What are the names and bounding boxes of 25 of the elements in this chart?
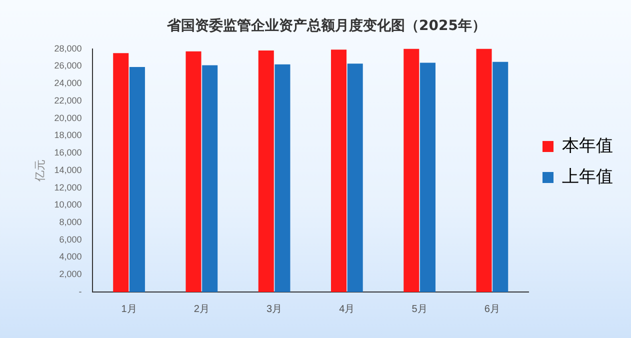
x-tick-label: 2月 <box>194 304 210 315</box>
x-tick-label: 4月 <box>339 304 355 315</box>
y-axis-title: 亿元 <box>34 159 47 182</box>
y-tick-label: 26,000 <box>54 60 82 71</box>
x-tick-label: 5月 <box>412 304 428 315</box>
y-tick-label: 14,000 <box>54 164 82 175</box>
legend-label: 本年值 <box>562 136 613 156</box>
y-tick-label: 20,000 <box>54 112 82 123</box>
x-tick-label: 3月 <box>266 304 282 315</box>
y-tick-label: 4,000 <box>59 252 82 262</box>
y-tick-label: 2,000 <box>59 269 82 280</box>
y-tick-label: - <box>78 286 82 296</box>
y-tick-label: 22,000 <box>54 95 82 106</box>
chart-title: 省国资委监管企业资产总额月度变化图（2025年） <box>166 17 486 34</box>
y-tick-label: 16,000 <box>54 148 82 158</box>
y-tick-label: 12,000 <box>54 182 82 192</box>
y-tick-label: 8,000 <box>59 217 82 227</box>
legend-label: 上年值 <box>562 166 613 187</box>
y-tick-label: 24,000 <box>54 78 82 88</box>
x-tick-label: 1月 <box>121 304 137 315</box>
y-tick-label: 18,000 <box>54 130 82 140</box>
x-tick-label: 6月 <box>484 304 500 315</box>
y-tick-label: 28,000 <box>54 43 82 54</box>
y-tick-label: 10,000 <box>54 200 82 210</box>
y-tick-label: 6,000 <box>59 234 82 244</box>
